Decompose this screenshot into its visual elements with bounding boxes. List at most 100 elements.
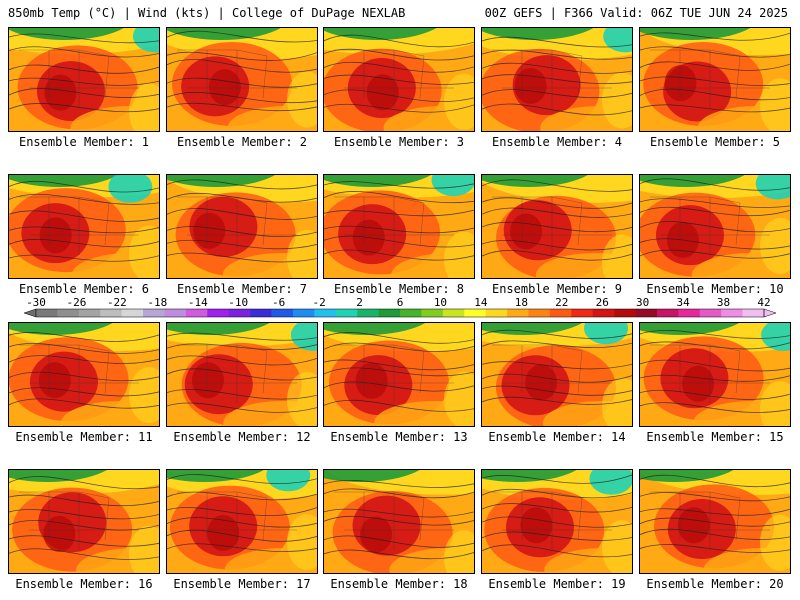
ensemble-member-label: Ensemble Member: 13 — [330, 430, 468, 444]
ensemble-member-label: Ensemble Member: 14 — [488, 430, 626, 444]
temperature-field — [167, 470, 317, 573]
colorbar-segment — [143, 309, 165, 317]
ensemble-member-label: Ensemble Member: 16 — [15, 577, 153, 591]
temperature-field — [482, 175, 632, 278]
header-bar: 850mb Temp (°C) | Wind (kts) | College o… — [0, 0, 800, 24]
ensemble-member-label: Ensemble Member: 3 — [333, 135, 465, 149]
ensemble-member-map-8 — [323, 174, 475, 279]
temperature-field — [640, 470, 790, 573]
colorbar-segment — [571, 309, 594, 317]
ensemble-member-map-9 — [481, 174, 633, 279]
colorbar-segment — [314, 309, 337, 317]
ensemble-member-map-20 — [639, 469, 791, 574]
temperature-field — [482, 323, 632, 426]
colorbar-segment — [228, 309, 251, 317]
colorbar-segment — [421, 309, 444, 317]
ensemble-member-label: Ensemble Member: 15 — [646, 430, 784, 444]
ensemble-member-label: Ensemble Member: 9 — [491, 282, 623, 296]
ensemble-member-map-2 — [166, 27, 318, 132]
ensemble-member-map-19 — [481, 469, 633, 574]
colorbar-tick-label: 10 — [434, 296, 447, 309]
colorbar-segment — [699, 309, 722, 317]
ensemble-member-map-4 — [481, 27, 633, 132]
ensemble-member-map-10 — [639, 174, 791, 279]
temperature-field — [167, 323, 317, 426]
temperature-field — [324, 323, 474, 426]
ensemble-member-label: Ensemble Member: 19 — [488, 577, 626, 591]
ensemble-member-label: Ensemble Member: 18 — [330, 577, 468, 591]
temperature-field — [9, 470, 159, 573]
ensemble-member-map-17 — [166, 469, 318, 574]
temperature-field — [167, 175, 317, 278]
temperature-field — [640, 323, 790, 426]
ensemble-member-map-7 — [166, 174, 318, 279]
ensemble-member-label: Ensemble Member: 17 — [173, 577, 311, 591]
colorbar-tick-label: 14 — [474, 296, 488, 309]
ensemble-member-map-3 — [323, 27, 475, 132]
colorbar-segment — [592, 309, 615, 317]
temperature-field — [167, 28, 317, 131]
colorbar-segment — [335, 309, 358, 317]
colorbar-tick-label: 34 — [676, 296, 690, 309]
colorbar-segment — [164, 309, 187, 317]
colorbar-tick-label: 22 — [555, 296, 568, 309]
ensemble-member-map-15 — [639, 322, 791, 427]
temperature-field — [640, 28, 790, 131]
temperature-field — [482, 28, 632, 131]
temperature-field — [482, 470, 632, 573]
colorbar-segment — [36, 309, 58, 317]
colorbar-tick-label: -30 — [26, 296, 46, 309]
colorbar-segment — [78, 309, 101, 317]
colorbar-segment — [721, 309, 743, 317]
colorbar-segment — [100, 309, 122, 317]
ensemble-member-label: Ensemble Member: 5 — [649, 135, 781, 149]
ensemble-member-map-14 — [481, 322, 633, 427]
colorbar-tick-label: -18 — [147, 296, 167, 309]
ensemble-member-label: Ensemble Member: 4 — [491, 135, 623, 149]
colorbar-segment — [742, 309, 765, 317]
ensemble-member-label: Ensemble Member: 11 — [15, 430, 153, 444]
colorbar-tick-label: -22 — [107, 296, 127, 309]
colorbar-segment — [464, 309, 486, 317]
ensemble-member-map-5 — [639, 27, 791, 132]
color-scale-bar: -30 -26 -22 -18 -14 -10 -6 -2 2 6 10 14 18 22 26 30 34 38… — [23, 296, 777, 318]
colorbar-segment — [250, 309, 272, 317]
colorbar-segment — [507, 309, 529, 317]
colorbar-tick-label: 30 — [636, 296, 649, 309]
temperature-field — [9, 175, 159, 278]
ensemble-member-label: Ensemble Member: 2 — [176, 135, 308, 149]
colorbar-segment — [357, 309, 379, 317]
temperature-field — [640, 175, 790, 278]
ensemble-member-label: Ensemble Member: 1 — [18, 135, 150, 149]
temperature-field — [9, 28, 159, 131]
colorbar-segment — [635, 309, 658, 317]
ensemble-member-map-12 — [166, 322, 318, 427]
colorbar-tick-label: -10 — [228, 296, 248, 309]
colorbar-tick-label: -26 — [67, 296, 87, 309]
valid-time: 00Z GEFS | F366 Valid: 06Z TUE JUN 24 20… — [484, 6, 788, 20]
colorbar-tick-label: -14 — [188, 296, 208, 309]
colorbar-min-arrow — [23, 308, 37, 318]
product-title: 850mb Temp (°C) | Wind (kts) | College o… — [8, 6, 406, 20]
temperature-field — [9, 323, 159, 426]
colorbar-tick-label: 2 — [356, 296, 363, 309]
colorbar-tick-label: 6 — [397, 296, 404, 309]
ensemble-member-label: Ensemble Member: 7 — [176, 282, 308, 296]
colorbar-segment — [207, 309, 230, 317]
ensemble-member-label: Ensemble Member: 8 — [333, 282, 465, 296]
colorbar-segment — [271, 309, 294, 317]
ensemble-member-label: Ensemble Member: 12 — [173, 430, 311, 444]
ensemble-member-label: Ensemble Member: 6 — [18, 282, 150, 296]
colorbar-tick-label: 18 — [515, 296, 528, 309]
colorbar-max-arrow — [763, 308, 777, 318]
colorbar-segment — [614, 309, 636, 317]
colorbar-segment — [442, 309, 465, 317]
temperature-field — [324, 470, 474, 573]
colorbar-segment — [485, 309, 508, 317]
ensemble-member-label: Ensemble Member: 10 — [646, 282, 784, 296]
temperature-field — [324, 28, 474, 131]
colorbar-segment — [400, 309, 422, 317]
colorbar-segment — [549, 309, 572, 317]
ensemble-member-map-1 — [8, 27, 160, 132]
colorbar-tick-label: 26 — [596, 296, 609, 309]
